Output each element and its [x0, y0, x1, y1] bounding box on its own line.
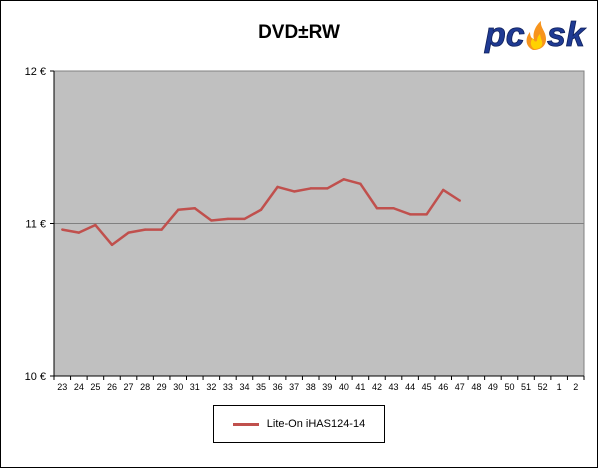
- x-tick-label: 34: [239, 382, 249, 392]
- data-point: [342, 178, 346, 181]
- data-point: [442, 188, 445, 192]
- x-tick-label: 43: [389, 382, 399, 392]
- x-tick-label: 25: [90, 382, 100, 392]
- x-tick-label: 35: [256, 382, 266, 392]
- data-point: [408, 213, 412, 216]
- axes: [50, 70, 585, 380]
- x-tick-label: 45: [422, 382, 432, 392]
- x-tick-label: 47: [455, 382, 465, 392]
- x-tick-label: 27: [124, 382, 134, 392]
- x-tick-label: 50: [504, 382, 514, 392]
- legend-label: Lite-On iHAS124-14: [266, 418, 366, 430]
- x-tick-label: 41: [355, 382, 365, 392]
- x-tick-label: 30: [173, 382, 183, 392]
- x-tick-label: 48: [471, 382, 481, 392]
- x-tick-label: 32: [206, 382, 216, 392]
- data-point: [458, 199, 461, 202]
- data-point: [127, 231, 130, 234]
- legend-swatch: [232, 422, 259, 426]
- data-point: [276, 185, 279, 189]
- y-tick-label: 11 €: [25, 219, 46, 231]
- x-tick-label: 40: [339, 382, 349, 392]
- data-point: [243, 217, 246, 221]
- svg-text:pc: pc: [484, 16, 525, 54]
- data-point: [326, 187, 329, 190]
- x-tick-label: 36: [273, 382, 283, 392]
- data-point: [143, 228, 147, 231]
- y-tick-label: 10 €: [25, 371, 46, 383]
- y-tick-labels: 12 € 11 € 10 €: [25, 66, 46, 383]
- data-point: [94, 223, 97, 227]
- y-tick-label: 12 €: [25, 66, 46, 78]
- x-tick-label: 24: [74, 382, 84, 392]
- x-tick-label: 46: [438, 382, 448, 392]
- x-tick-label: 49: [488, 382, 498, 392]
- x-tick-label: 26: [107, 382, 117, 392]
- x-tick-label: 37: [289, 382, 299, 392]
- x-tick-label: 42: [372, 382, 382, 392]
- x-tick-labels: 23 24 25 26 27 28 29 30 31 32 33 34 35 36 37 38 39 40 41 42…: [57, 382, 578, 392]
- data-point: [177, 208, 180, 211]
- data-point: [61, 228, 64, 231]
- data-point: [193, 207, 196, 210]
- data-point: [226, 217, 230, 221]
- data-point: [259, 208, 263, 211]
- x-tick-label: 31: [190, 382, 200, 392]
- pcask-logo: pc sk: [484, 16, 587, 55]
- data-point: [359, 182, 362, 186]
- x-tick-label: 38: [306, 382, 316, 392]
- x-tick-label: 44: [405, 382, 415, 392]
- data-point: [392, 207, 395, 210]
- svg-text:sk: sk: [547, 16, 587, 54]
- chart-title: DVD±RW: [258, 22, 340, 43]
- x-tick-label: 1: [557, 382, 562, 392]
- series-layer: [61, 178, 461, 247]
- data-point: [160, 228, 163, 231]
- x-tick-label: 33: [223, 382, 233, 392]
- flame-icon: [526, 21, 546, 50]
- x-tick-label: 23: [57, 382, 67, 392]
- x-tick-label: 51: [521, 382, 531, 392]
- data-point: [292, 190, 296, 193]
- data-point: [425, 213, 428, 216]
- x-tick-label: 2: [573, 382, 578, 392]
- data-point: [110, 243, 114, 247]
- x-tick-label: 39: [322, 382, 332, 392]
- x-tick-label: 52: [538, 382, 548, 392]
- data-point: [77, 231, 81, 234]
- x-tick-label: 29: [157, 382, 167, 392]
- x-tick-label: 28: [140, 382, 150, 392]
- data-point: [309, 187, 312, 190]
- data-point: [375, 207, 379, 210]
- data-point: [210, 219, 213, 222]
- legend: Lite-On iHAS124-14: [213, 405, 385, 443]
